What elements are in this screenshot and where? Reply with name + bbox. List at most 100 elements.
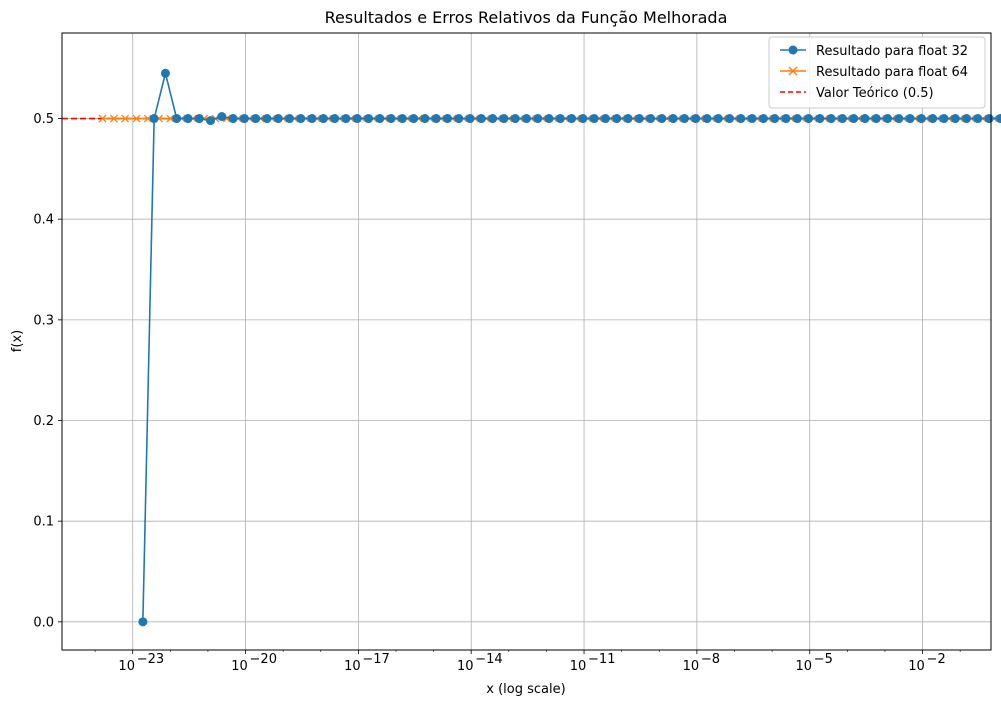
legend-label-float32: Resultado para float 32 — [816, 44, 968, 59]
x-tick-label: 10 — [118, 659, 135, 674]
x-tick-label: 10 — [231, 659, 248, 674]
float32-point — [296, 114, 306, 124]
float32-point — [758, 114, 768, 124]
float32-point — [138, 617, 148, 627]
float32-point — [612, 114, 622, 124]
float64-point — [132, 114, 141, 123]
float32-point — [341, 114, 351, 124]
legend-item-float64: Resultado para float 64 — [780, 65, 968, 80]
float64-point — [166, 114, 175, 123]
legend-marker-float64 — [788, 66, 798, 76]
float32-point — [646, 114, 656, 124]
float32-point — [883, 114, 893, 124]
legend-label-theoretical: Valor Teórico (0.5) — [816, 86, 934, 101]
float32-point — [318, 114, 328, 124]
float32-point — [465, 114, 475, 124]
float32-point — [454, 114, 464, 124]
float32-point — [397, 114, 407, 124]
float32-point — [273, 114, 283, 124]
float32-point — [736, 114, 746, 124]
float32-point — [894, 114, 904, 124]
x-tick-exponent: −11 — [588, 652, 615, 667]
float32-point — [228, 114, 238, 124]
y-tick-label: 0.2 — [33, 414, 54, 429]
float32-point — [928, 114, 938, 124]
y-tick-label: 0.3 — [33, 313, 54, 328]
float32-point — [691, 114, 701, 124]
x-tick-exponent: −5 — [814, 652, 833, 667]
float32-point — [499, 114, 509, 124]
float32-point — [792, 114, 802, 124]
float32-point — [770, 114, 780, 124]
chart-title: Resultados e Erros Relativos da Função M… — [325, 8, 728, 27]
float32-point — [781, 114, 791, 124]
float64-point — [143, 114, 152, 123]
float32-point — [702, 114, 712, 124]
float32-point — [386, 114, 396, 124]
float32-point — [962, 114, 972, 124]
legend-item-float32: Resultado para float 32 — [780, 44, 968, 59]
x-tick-exponent: −20 — [250, 652, 277, 667]
float32-point — [251, 114, 261, 124]
x-tick-label: 10 — [457, 659, 474, 674]
float64-point — [121, 114, 130, 123]
legend-marker-float32 — [788, 45, 798, 55]
float32-point — [950, 114, 960, 124]
float32-point — [239, 114, 249, 124]
float32-point — [837, 114, 847, 124]
float32-point — [217, 112, 227, 122]
y-tick-label: 0.0 — [33, 615, 54, 630]
x-tick-label: 10 — [570, 659, 587, 674]
float32-point — [939, 114, 949, 124]
x-tick-exponent: −2 — [927, 652, 946, 667]
float32-point — [747, 114, 757, 124]
x-tick-exponent: −8 — [701, 652, 720, 667]
x-tick-label: 10 — [344, 659, 361, 674]
float32-point — [364, 114, 374, 124]
float32-point — [149, 114, 159, 124]
float32-point — [600, 114, 610, 124]
y-tick-label: 0.5 — [33, 112, 54, 127]
float64-point — [109, 114, 118, 123]
float32-point — [815, 114, 825, 124]
float32-point — [510, 114, 520, 124]
float32-point — [194, 114, 204, 124]
float32-point — [330, 114, 340, 124]
x-axis-label: x (log scale) — [486, 682, 565, 697]
axis-ticks: 10 −23 10 −20 10 −17 10 −14 10 −11 10 −8 10 −5 10 −20.0… — [33, 112, 961, 674]
y-tick-label: 0.4 — [33, 213, 54, 228]
legend-label-float64: Resultado para float 64 — [816, 65, 968, 80]
float64-point — [98, 114, 107, 123]
x-tick-label: 10 — [795, 659, 812, 674]
plot-frame — [61, 32, 992, 651]
float32-point — [409, 114, 419, 124]
float32-point — [206, 116, 216, 126]
float32-point — [623, 114, 633, 124]
float32-point — [443, 114, 453, 124]
float32-point — [804, 114, 814, 124]
float32-point — [871, 114, 881, 124]
float32-point — [262, 114, 272, 124]
float32-point — [183, 114, 193, 124]
float32-point — [860, 114, 870, 124]
legend: Resultado para float 32 Resultado para f… — [768, 36, 986, 109]
float32-point — [172, 114, 182, 124]
float32-point — [431, 114, 441, 124]
float32-point — [578, 114, 588, 124]
float32-point — [849, 114, 859, 124]
series-layer — [62, 68, 1001, 627]
float32-point — [522, 114, 531, 124]
float32-point — [420, 114, 430, 124]
float32-point — [995, 114, 1001, 124]
legend-item-theoretical: Valor Teórico (0.5) — [780, 86, 934, 101]
float32-point — [476, 114, 486, 124]
x-tick-label: 10 — [908, 659, 925, 674]
float32-point — [567, 114, 577, 124]
float32-point — [589, 114, 599, 124]
float32-point — [973, 114, 983, 124]
float32-point — [307, 114, 317, 124]
float32-point — [984, 114, 994, 124]
x-tick-exponent: −14 — [475, 652, 502, 667]
float32-point — [285, 114, 295, 124]
